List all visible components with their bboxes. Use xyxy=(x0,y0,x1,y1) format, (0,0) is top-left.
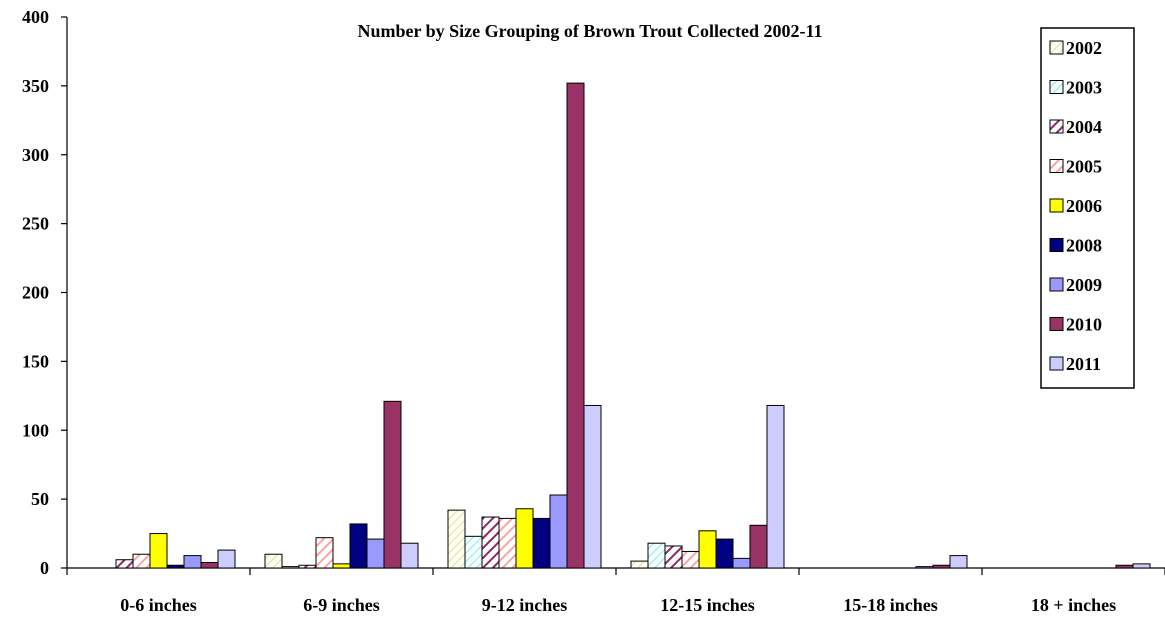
bar-2010-5 xyxy=(1115,564,1134,569)
bar-2005-2 xyxy=(498,517,517,569)
y-tick-label: 150 xyxy=(22,351,49,371)
legend-label-2002: 2002 xyxy=(1066,38,1102,58)
x-category-label: 9-12 inches xyxy=(482,595,568,615)
bar-2011-2 xyxy=(583,404,602,569)
legend-label-2008: 2008 xyxy=(1066,236,1102,256)
legend-swatch-2006 xyxy=(1049,198,1064,213)
bar-2010-0 xyxy=(200,561,219,569)
bar-2004-0 xyxy=(115,559,134,569)
legend-swatch-2003 xyxy=(1049,80,1064,94)
legend-swatch-2002 xyxy=(1049,40,1064,55)
y-tick-label: 300 xyxy=(22,145,49,165)
bar-2002-1 xyxy=(264,553,283,569)
bar-2006-2 xyxy=(515,508,534,569)
legend-label-2003: 2003 xyxy=(1066,78,1102,98)
x-category-label: 15-18 inches xyxy=(843,595,938,615)
bar-2003-1 xyxy=(281,566,300,569)
bar-2006-1 xyxy=(332,563,351,569)
bar-2010-1 xyxy=(383,400,402,569)
bar-2009-4 xyxy=(915,566,934,569)
y-tick-label: 400 xyxy=(22,7,49,27)
legend-swatch-2009 xyxy=(1049,277,1064,292)
bar-2009-1 xyxy=(366,538,385,569)
bars xyxy=(115,82,1151,569)
bar-2008-3 xyxy=(715,538,734,569)
bar-2011-4 xyxy=(949,555,968,569)
legend-swatch-2008 xyxy=(1049,238,1064,252)
bar-2008-1 xyxy=(349,523,368,569)
legend-label-2005: 2005 xyxy=(1066,157,1102,177)
bar-2008-0 xyxy=(166,564,185,569)
bar-2003-2 xyxy=(464,535,483,569)
bar-2008-2 xyxy=(532,517,551,569)
bar-2005-1 xyxy=(315,537,334,569)
y-axis: 0 50 100 150 200 250 300 350 400 xyxy=(22,7,68,578)
bar-2011-3 xyxy=(766,404,785,569)
bar-2003-3 xyxy=(647,542,666,569)
bar-2005-0 xyxy=(132,553,151,569)
bar-2009-3 xyxy=(732,557,751,569)
x-category-label: 0-6 inches xyxy=(120,595,197,615)
bar-2010-2 xyxy=(566,82,585,569)
bar-2009-2 xyxy=(549,494,568,569)
legend: 2002 2003 2004 2005 2006 2008 2009 2010 2011 xyxy=(1040,27,1135,389)
legend-label-2006: 2006 xyxy=(1066,196,1102,216)
bar-2010-4 xyxy=(932,564,951,569)
x-category-label: 6-9 inches xyxy=(303,595,380,615)
bar-2011-0 xyxy=(217,549,236,569)
legend-swatch-2005 xyxy=(1049,159,1064,173)
bar-2004-1 xyxy=(298,564,317,569)
legend-label-2004: 2004 xyxy=(1066,117,1102,137)
y-tick-label: 200 xyxy=(22,283,49,303)
bar-2004-3 xyxy=(664,545,683,569)
bar-2005-3 xyxy=(681,550,700,569)
bar-2010-3 xyxy=(749,524,768,569)
bar-2002-3 xyxy=(630,560,649,569)
y-tick-label: 0 xyxy=(40,558,49,578)
x-category-label: 12-15 inches xyxy=(660,595,755,615)
y-tick-label: 250 xyxy=(22,214,49,234)
bar-2009-0 xyxy=(183,555,202,569)
bar-2006-0 xyxy=(149,533,168,569)
legend-label-2009: 2009 xyxy=(1066,275,1102,295)
bar-2011-5 xyxy=(1132,563,1151,569)
y-tick-label: 350 xyxy=(22,76,49,96)
legend-label-2010: 2010 xyxy=(1066,315,1102,335)
y-tick-label: 50 xyxy=(31,489,49,509)
x-axis: 0-6 inches 6-9 inches 9-12 inches 12-15 inc… xyxy=(66,567,1165,615)
x-category-label: 18 + inches xyxy=(1031,595,1116,615)
y-tick-label: 100 xyxy=(22,420,49,440)
bar-2002-2 xyxy=(447,509,466,569)
legend-label-2011: 2011 xyxy=(1066,354,1101,374)
bar-2006-3 xyxy=(698,530,717,569)
bar-2011-1 xyxy=(400,542,419,569)
legend-swatch-2004 xyxy=(1049,119,1064,134)
legend-swatch-2010 xyxy=(1049,317,1064,331)
bar-2004-2 xyxy=(481,516,500,569)
chart-title: Number by Size Grouping of Brown Trout C… xyxy=(357,21,822,41)
legend-swatch-2011 xyxy=(1049,356,1064,371)
